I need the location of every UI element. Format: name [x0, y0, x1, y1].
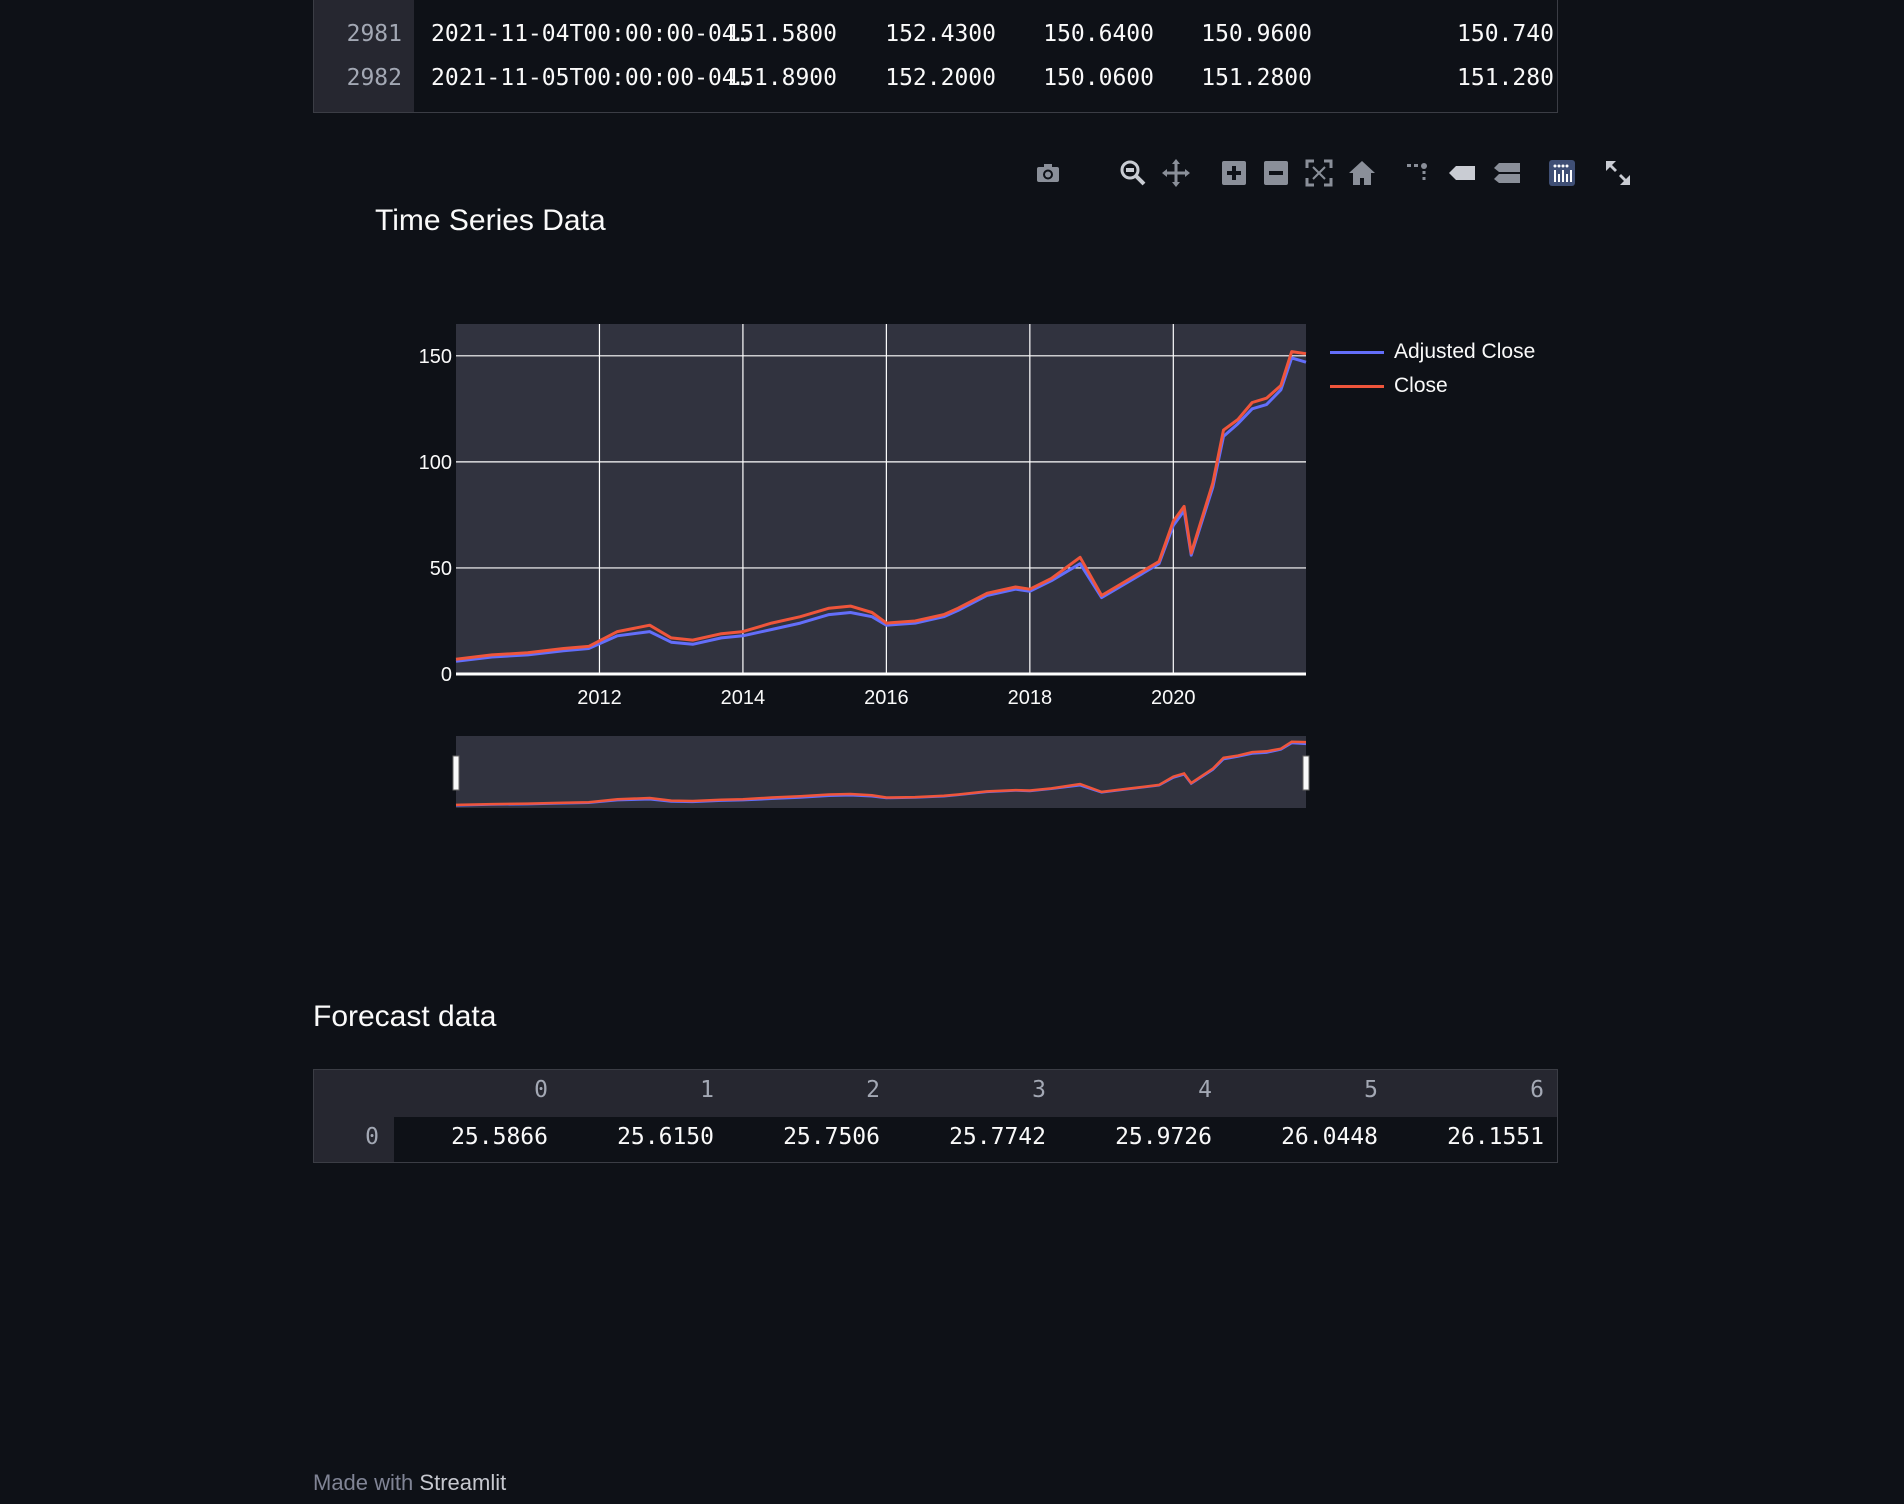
value-cell: 151.8900 [726, 65, 837, 91]
y-tick-label: 150 [419, 346, 452, 368]
range-slider-handle-left[interactable] [452, 755, 460, 791]
streamlit-link[interactable]: Streamlit [419, 1470, 507, 1495]
footer-prefix: Made with [313, 1470, 414, 1495]
x-tick-label: 2012 [577, 687, 622, 709]
x-tick-label: 2014 [721, 687, 766, 709]
plotly-logo-icon[interactable] [1544, 155, 1580, 191]
chart-legend: Adjusted Close Close [1330, 335, 1535, 403]
legend-label: Adjusted Close [1394, 340, 1536, 363]
x-tick-label: 2018 [1008, 687, 1052, 709]
time-series-chart[interactable]: 0 50 100 150 2012 2014 2016 2018 2020 [400, 300, 1320, 820]
forecast-value-cell: 25.9726 [1115, 1124, 1212, 1150]
legend-swatch [1330, 384, 1384, 388]
forecast-table[interactable]: 0 0 25.5866 1 25.6150 2 25.7506 3 25.7742 4 25.97… [313, 1069, 1558, 1163]
y-tick-label: 0 [441, 664, 452, 686]
zoom-in-icon[interactable] [1216, 155, 1252, 191]
table-index-column [314, 1070, 394, 1162]
x-tick-label: 2020 [1151, 687, 1196, 709]
column-header[interactable]: 4 [1198, 1077, 1212, 1103]
row-index: 0 [365, 1124, 379, 1150]
value-cell: 150.9600 [1201, 21, 1312, 47]
forecast-value-cell: 25.7506 [783, 1124, 880, 1150]
value-cell: 150.6400 [1043, 21, 1154, 47]
data-table[interactable]: 2981 2021-11-04T00:00:00-04… 151.5800 15… [313, 0, 1558, 113]
plot-area [456, 324, 1306, 674]
value-cell: 150.0600 [1043, 65, 1154, 91]
hover-closest-icon[interactable] [1444, 155, 1480, 191]
column-header[interactable]: 5 [1364, 1077, 1378, 1103]
range-slider-line [455, 740, 1307, 807]
spike-lines-icon[interactable] [1400, 155, 1436, 191]
legend-swatch [1330, 350, 1384, 354]
legend-item-adjusted-close[interactable]: Adjusted Close [1330, 335, 1535, 369]
row-index: 2982 [346, 65, 402, 91]
table-header [314, 1070, 1557, 1117]
y-tick-label: 100 [419, 452, 452, 474]
date-cell: 2021-11-04T00:00:00-04… [431, 21, 750, 47]
legend-label: Close [1394, 374, 1448, 397]
series-line-close [455, 350, 1307, 661]
table-index-column [314, 0, 414, 112]
forecast-value-cell: 25.7742 [949, 1124, 1046, 1150]
reset-axes-icon[interactable] [1344, 155, 1380, 191]
footer: Made with Streamlit [313, 1470, 506, 1496]
pan-icon[interactable] [1158, 155, 1194, 191]
forecast-value-cell: 25.6150 [617, 1124, 714, 1150]
column-header[interactable]: 1 [700, 1077, 714, 1103]
zoom-out-icon[interactable] [1258, 155, 1294, 191]
value-cell: 152.4300 [885, 21, 996, 47]
value-cell: 151.2800 [1201, 65, 1312, 91]
value-cell: 152.2000 [885, 65, 996, 91]
autoscale-icon[interactable] [1301, 155, 1337, 191]
column-header[interactable]: 2 [866, 1077, 880, 1103]
forecast-heading: Forecast data [313, 1000, 497, 1033]
chart-modebar [1030, 155, 1630, 197]
x-tick-label: 2016 [864, 687, 909, 709]
range-slider-handle-right[interactable] [1302, 755, 1310, 791]
forecast-value-cell: 25.5866 [451, 1124, 548, 1150]
forecast-value-cell: 26.1551 [1447, 1124, 1544, 1150]
value-cell: 151.280 [1457, 65, 1554, 91]
value-cell: 150.740 [1457, 21, 1554, 47]
table-row: 2982 2021-11-05T00:00:00-04… 151.8900 15… [314, 56, 1557, 100]
column-header[interactable]: 3 [1032, 1077, 1046, 1103]
row-index: 2981 [346, 21, 402, 47]
column-header[interactable]: 0 [534, 1077, 548, 1103]
column-header[interactable]: 6 [1530, 1077, 1544, 1103]
value-cell: 151.5800 [726, 21, 837, 47]
chart-title: Time Series Data [375, 204, 606, 237]
table-row: 2981 2021-11-04T00:00:00-04… 151.5800 15… [314, 12, 1557, 56]
legend-item-close[interactable]: Close [1330, 369, 1535, 403]
camera-icon[interactable] [1030, 155, 1066, 191]
forecast-value-cell: 26.0448 [1281, 1124, 1378, 1150]
y-tick-label: 50 [430, 558, 452, 580]
zoom-icon[interactable] [1115, 155, 1151, 191]
hover-compare-icon[interactable] [1489, 155, 1525, 191]
date-cell: 2021-11-05T00:00:00-04… [431, 65, 750, 91]
fullscreen-icon[interactable] [1600, 155, 1636, 191]
